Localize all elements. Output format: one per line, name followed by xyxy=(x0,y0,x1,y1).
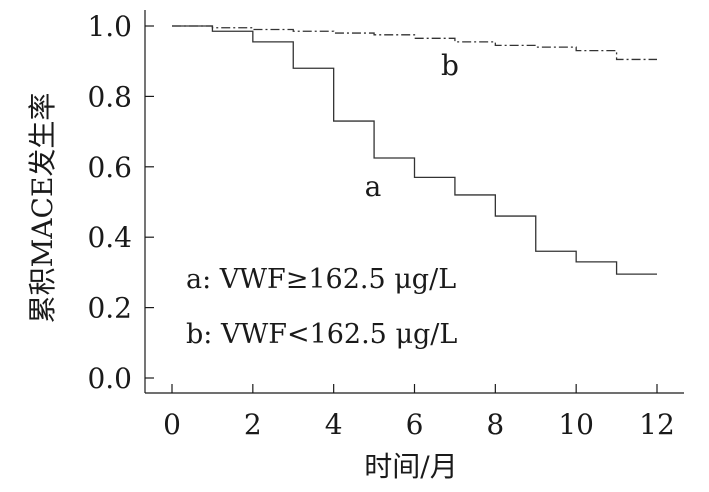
x-tick-label: 0 xyxy=(163,408,181,441)
y-tick-label: 0.6 xyxy=(87,151,132,184)
legend: a: VWF≥162.5 μg/L b: VWF<162.5 μg/L xyxy=(186,264,457,350)
x-tick-label: 4 xyxy=(325,408,343,441)
x-tick-label: 6 xyxy=(406,408,424,441)
y-tick-label: 0.4 xyxy=(87,221,132,254)
series-line-a xyxy=(172,25,657,275)
y-axis-title: 累积MACE发生率 xyxy=(26,93,59,324)
x-axis-title: 时间/月 xyxy=(364,450,457,483)
x-ticks: 0 2 4 6 8 10 12 xyxy=(163,384,675,441)
x-tick-label: 2 xyxy=(244,408,262,441)
series-labels: ab xyxy=(365,49,459,203)
series-label-a: a xyxy=(365,170,382,203)
legend-entry-b: b: VWF<162.5 μg/L xyxy=(186,319,457,350)
series-line-b xyxy=(172,25,657,61)
series-label-b: b xyxy=(441,49,459,82)
x-tick-label: 12 xyxy=(639,408,675,441)
y-ticks: 0.0 0.2 0.4 0.6 0.8 1.0 xyxy=(87,10,154,395)
series-group xyxy=(172,25,657,275)
x-tick-label: 8 xyxy=(486,408,504,441)
y-tick-label: 0.0 xyxy=(87,362,132,395)
y-tick-label: 1.0 xyxy=(87,10,132,43)
legend-entry-a: a: VWF≥162.5 μg/L xyxy=(186,264,456,295)
y-tick-label: 0.2 xyxy=(87,292,132,325)
x-tick-label: 10 xyxy=(558,408,594,441)
y-tick-label: 0.8 xyxy=(87,80,132,113)
